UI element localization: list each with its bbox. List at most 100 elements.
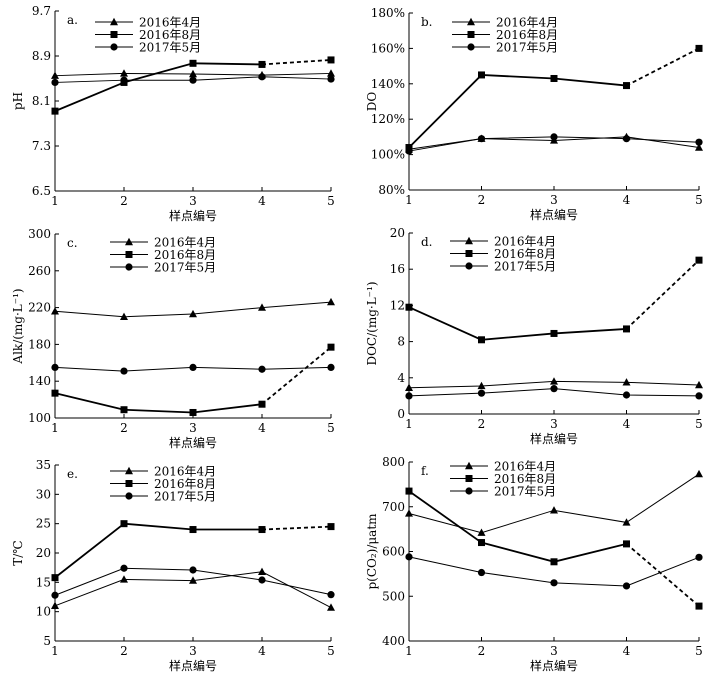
y-tick-label: 220 [28, 301, 51, 315]
series-line-2 [54, 392, 263, 414]
data-point-square [120, 406, 128, 414]
y-tick-label: 6.5 [32, 184, 51, 198]
series-line-2 [408, 490, 627, 563]
x-tick-label: 4 [623, 417, 631, 431]
y-tick-label: 8.1 [32, 94, 51, 108]
series-line-2 [408, 306, 627, 341]
x-tick-label: 2 [120, 194, 128, 208]
data-point-square [478, 336, 485, 344]
x-tick-label: 5 [695, 644, 703, 658]
y-tick-label: 10 [36, 605, 51, 619]
data-point-circle [258, 576, 266, 584]
chart-panel-1: 6.5 7.3 8.1 8.9 9.7 1 2 3 4 5 样点编号 pH a. 2016年4月2016年… [11, 4, 335, 223]
x-axis-title: 样点编号 [169, 435, 217, 450]
data-point-triangle [695, 143, 703, 151]
data-point-circle [550, 579, 558, 587]
data-point-square [189, 526, 197, 534]
data-point-circle [550, 385, 558, 393]
x-tick-label: 5 [327, 194, 335, 208]
data-point-triangle [51, 601, 59, 609]
x-tick-label: 2 [120, 421, 128, 435]
y-axis-title: pH [11, 92, 25, 110]
y-tick-label: 400 [382, 634, 405, 648]
data-point-circle [695, 392, 703, 400]
y-tick-label: 7.3 [32, 139, 51, 153]
chart-panel-3: 100 140 180 220 260 300 1 2 3 4 5 样点编号 Alk/(mg·L⁻¹) c… [11, 227, 335, 450]
series-line-dashed-segment [625, 259, 700, 330]
data-point-square [405, 487, 413, 495]
data-point-triangle [327, 603, 335, 611]
data-point-triangle [51, 71, 59, 79]
data-point-square [189, 59, 197, 67]
x-axis-title: 样点编号 [530, 207, 578, 222]
x-tick-label: 5 [695, 193, 703, 207]
x-tick-label: 3 [550, 417, 558, 431]
panel-label: d. [421, 235, 433, 249]
x-tick-label: 2 [120, 644, 128, 658]
legend-marker [465, 475, 473, 482]
data-point-triangle [327, 297, 335, 306]
y-axis-title: p(CO₂)/μatm [365, 513, 379, 590]
panel-label: a. [67, 13, 78, 27]
data-point-circle [327, 75, 335, 83]
y-tick-label: 5 [43, 634, 51, 648]
x-tick-label: 3 [189, 421, 197, 435]
y-tick-label: 120% [371, 112, 405, 126]
data-point-square [695, 602, 703, 610]
data-point-square [623, 325, 630, 333]
legend-marker [467, 31, 475, 38]
legend-marker [465, 236, 473, 245]
y-tick-label: 500 [382, 589, 405, 603]
x-tick-label: 4 [258, 194, 266, 208]
x-tick-label: 4 [258, 644, 266, 658]
data-point-triangle [120, 312, 128, 320]
series-line-2 [408, 74, 627, 149]
data-point-circle [695, 553, 703, 561]
legend-label: 2016年4月 [139, 16, 201, 30]
data-point-circle [327, 363, 335, 371]
legend-label: 2016年4月 [154, 465, 216, 479]
y-tick-label: 0 [397, 407, 405, 421]
x-tick-label: 1 [405, 644, 413, 658]
data-point-triangle [189, 69, 197, 78]
x-tick-label: 1 [51, 644, 59, 658]
chart-panel-5: 5 10 15 20 25 30 35 1 2 3 4 5 样点编号 T/℃ e. 2016年4月2016年8… [11, 458, 335, 673]
y-tick-label: 16 [390, 262, 405, 276]
x-tick-label: 5 [695, 417, 703, 431]
data-point-triangle [120, 575, 128, 583]
data-point-circle [622, 135, 631, 143]
data-point-square [51, 574, 59, 582]
y-tick-label: 15 [36, 575, 51, 589]
legend-marker [125, 263, 133, 271]
data-point-triangle [622, 378, 631, 386]
panel-label: b. [421, 15, 433, 29]
data-point-square [623, 82, 630, 90]
data-point-square [695, 256, 703, 264]
data-point-circle [120, 564, 128, 572]
data-point-circle [405, 392, 413, 400]
legend-marker [465, 461, 473, 470]
x-tick-label: 4 [623, 644, 631, 658]
x-tick-label: 3 [550, 644, 558, 658]
y-tick-label: 140 [28, 374, 51, 388]
x-tick-label: 1 [405, 193, 413, 207]
legend-label: 2016年8月 [154, 248, 216, 262]
legend-label: 2017年5月 [494, 260, 556, 274]
y-tick-label: 600 [382, 545, 405, 559]
series-line-dashed-segment [261, 525, 332, 531]
data-point-circle [189, 76, 197, 84]
data-point-triangle [622, 518, 631, 526]
legend-marker [467, 43, 475, 51]
data-point-square [550, 74, 558, 82]
y-tick-label: 180% [371, 6, 405, 20]
x-tick-label: 1 [51, 194, 59, 208]
legend-marker [125, 466, 133, 475]
series-line-dashed-segment [626, 47, 700, 87]
y-tick-label: 80% [378, 183, 405, 197]
legend-marker [125, 237, 133, 246]
x-tick-label: 4 [258, 421, 266, 435]
legend-marker [110, 31, 118, 38]
data-point-circle [477, 135, 486, 143]
